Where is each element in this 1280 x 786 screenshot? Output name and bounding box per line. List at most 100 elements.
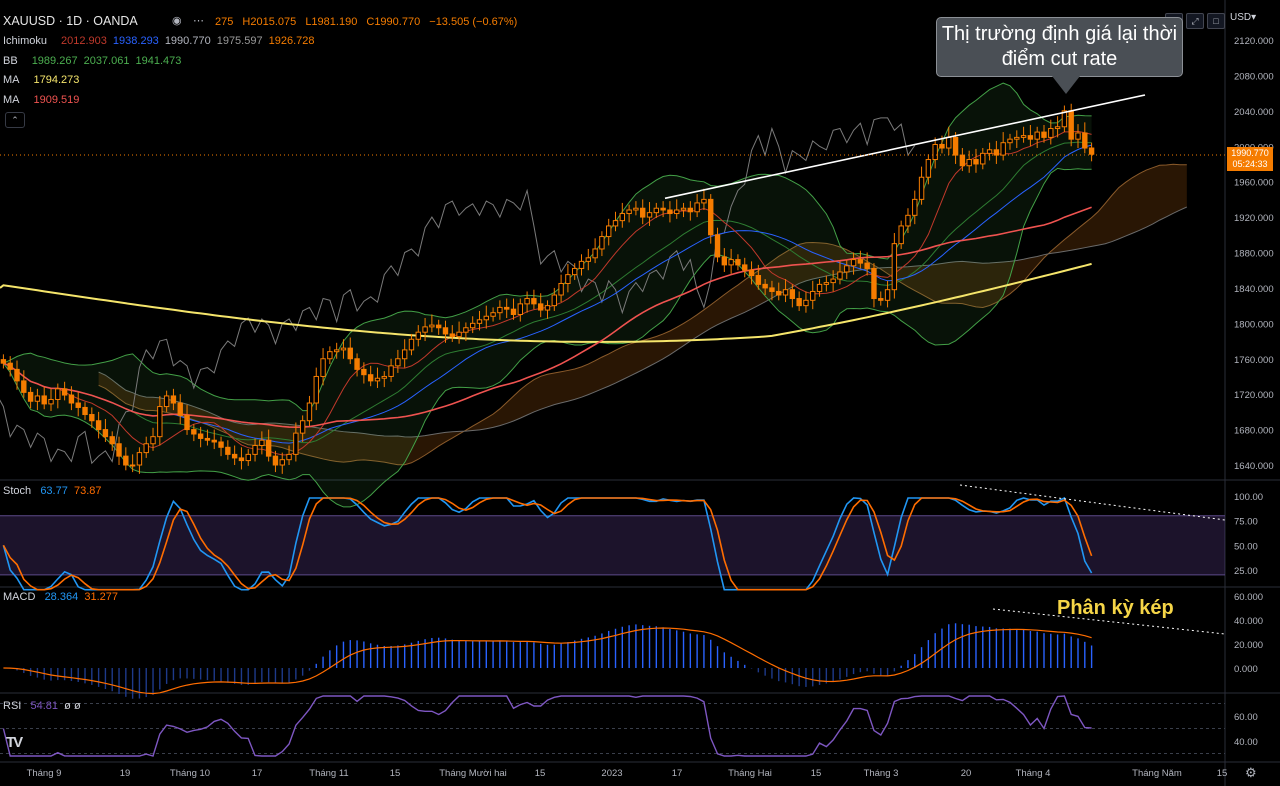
stoch-k-value: 63.77 bbox=[40, 485, 68, 497]
candle-body bbox=[299, 420, 306, 434]
indicator-row-ichimoku-0[interactable]: Ichimoku 2012.903 1938.293 1990.770 1975.597… bbox=[3, 34, 320, 48]
symbol-title[interactable]: XAUUSD · 1D · OANDA bbox=[3, 14, 138, 28]
candle-body bbox=[1034, 131, 1040, 140]
time-axis-label: Tháng 11 bbox=[309, 768, 348, 779]
eye-icon[interactable]: ◉ bbox=[172, 15, 182, 27]
stoch-d-line bbox=[2, 497, 1093, 591]
candle-body bbox=[109, 436, 115, 445]
candle-body bbox=[367, 374, 374, 382]
candle-body bbox=[721, 256, 728, 266]
stoch-axis-label: 100.00 bbox=[1234, 492, 1263, 503]
candle-body bbox=[143, 443, 149, 454]
candle-body bbox=[1054, 126, 1061, 130]
indicator-row-bb-1[interactable]: BB 1989.267 2037.061 1941.473 bbox=[3, 54, 187, 68]
candle-body bbox=[837, 271, 843, 280]
current-price-tag: 1990.770 05:24:33 bbox=[1227, 147, 1273, 171]
pane-maximize-icon[interactable]: □ bbox=[1207, 13, 1225, 29]
indicator-row-ma-2[interactable]: MA 1794.273 bbox=[3, 73, 85, 87]
candle-body bbox=[973, 159, 979, 165]
candle-body bbox=[646, 212, 653, 218]
candle-body bbox=[714, 234, 721, 258]
indicator-value: 1909.519 bbox=[33, 93, 80, 106]
indicator-value: 1990.770 bbox=[164, 35, 211, 47]
candle-body bbox=[640, 207, 646, 218]
divergence-annotation[interactable]: Phân kỳ kép bbox=[1057, 597, 1174, 619]
ellipsis-icon[interactable]: ⋯ bbox=[193, 15, 204, 27]
candle-body bbox=[701, 198, 707, 204]
candle-body bbox=[313, 375, 319, 404]
time-axis-label: Tháng Năm bbox=[1132, 768, 1182, 779]
candle-body bbox=[429, 324, 435, 328]
candle-body bbox=[435, 324, 442, 329]
candle-body bbox=[782, 289, 789, 296]
candle-body bbox=[61, 388, 68, 396]
candle-body bbox=[204, 437, 211, 441]
stoch-axis-label: 25.00 bbox=[1234, 566, 1258, 577]
candle-body bbox=[293, 432, 299, 455]
macd-divergence-line bbox=[992, 608, 1226, 635]
indicator-value: 1989.267 bbox=[31, 54, 78, 67]
candle-body bbox=[633, 207, 639, 211]
symbol-legend: XAUUSD · 1D · OANDA bbox=[3, 14, 144, 28]
candle-body bbox=[347, 347, 353, 360]
candle-body bbox=[129, 464, 136, 467]
ohlc-legend: 275 H2015.075 L1981.190 C1990.770 −13.50… bbox=[215, 15, 523, 29]
candle-body bbox=[694, 202, 700, 213]
indicator-row-ma-3[interactable]: MA 1909.519 bbox=[3, 93, 85, 107]
collapse-legend-button[interactable]: ⌃ bbox=[5, 112, 25, 128]
time-axis-label: Tháng 4 bbox=[1016, 768, 1051, 779]
time-axis-label: 19 bbox=[120, 768, 131, 779]
candle-body bbox=[905, 214, 911, 227]
candle-body bbox=[810, 290, 816, 301]
candle-body bbox=[606, 225, 612, 238]
indicator-name: Ichimoku bbox=[3, 35, 48, 47]
candle-body bbox=[177, 402, 183, 416]
indicator-name: MA bbox=[3, 93, 20, 106]
indicator-name: MA bbox=[3, 74, 20, 86]
stoch-divergence-line bbox=[959, 484, 1226, 521]
candle-body bbox=[925, 159, 932, 178]
candle-body bbox=[68, 394, 75, 404]
candle-body bbox=[578, 260, 585, 269]
time-axis-label: 17 bbox=[672, 768, 683, 779]
candle-body bbox=[1007, 138, 1013, 144]
candle-body bbox=[748, 269, 755, 277]
time-axis-label: Tháng Hai bbox=[728, 768, 772, 779]
candle-body bbox=[558, 282, 564, 296]
candle-body bbox=[510, 308, 517, 315]
pane-collapse-icon[interactable]: ⤢ bbox=[1186, 13, 1204, 29]
rsi-axis-label: 40.00 bbox=[1234, 737, 1258, 748]
candle-body bbox=[592, 248, 598, 259]
candle-body bbox=[170, 395, 177, 404]
tradingview-logo[interactable]: TV bbox=[6, 734, 23, 751]
candle-body bbox=[776, 290, 782, 296]
macd-signal-line bbox=[3, 627, 1092, 695]
candle-body bbox=[415, 331, 421, 340]
candle-body bbox=[857, 259, 864, 264]
gear-icon[interactable]: ⚙ bbox=[1245, 765, 1257, 780]
candle-body bbox=[395, 358, 401, 367]
candle-body bbox=[1048, 128, 1054, 138]
candle-body bbox=[1041, 131, 1047, 138]
low-value: L1981.190 bbox=[305, 16, 358, 28]
price-axis-label: 2040.000 bbox=[1234, 107, 1274, 118]
price-axis-label: 1800.000 bbox=[1234, 319, 1274, 330]
candle-body bbox=[279, 459, 285, 466]
indicator-value: 2012.903 bbox=[61, 35, 107, 47]
candle-body bbox=[531, 298, 537, 305]
candle-body bbox=[354, 358, 360, 370]
candle-body bbox=[401, 349, 408, 360]
currency-button[interactable]: USD▾ bbox=[1230, 12, 1257, 23]
candle-body bbox=[524, 298, 530, 305]
candle-body bbox=[27, 391, 34, 402]
candle-body bbox=[1014, 136, 1020, 140]
candle-body bbox=[483, 315, 489, 321]
candle-body bbox=[789, 289, 796, 300]
candle-body bbox=[136, 452, 143, 466]
candle-body bbox=[75, 402, 81, 408]
candle-body bbox=[48, 398, 54, 405]
callout-annotation[interactable]: Thị trường định giá lại thời điểm cut ra… bbox=[936, 17, 1183, 77]
time-axis-label: Tháng 10 bbox=[170, 768, 210, 779]
price-axis-label: 1840.000 bbox=[1234, 284, 1274, 295]
